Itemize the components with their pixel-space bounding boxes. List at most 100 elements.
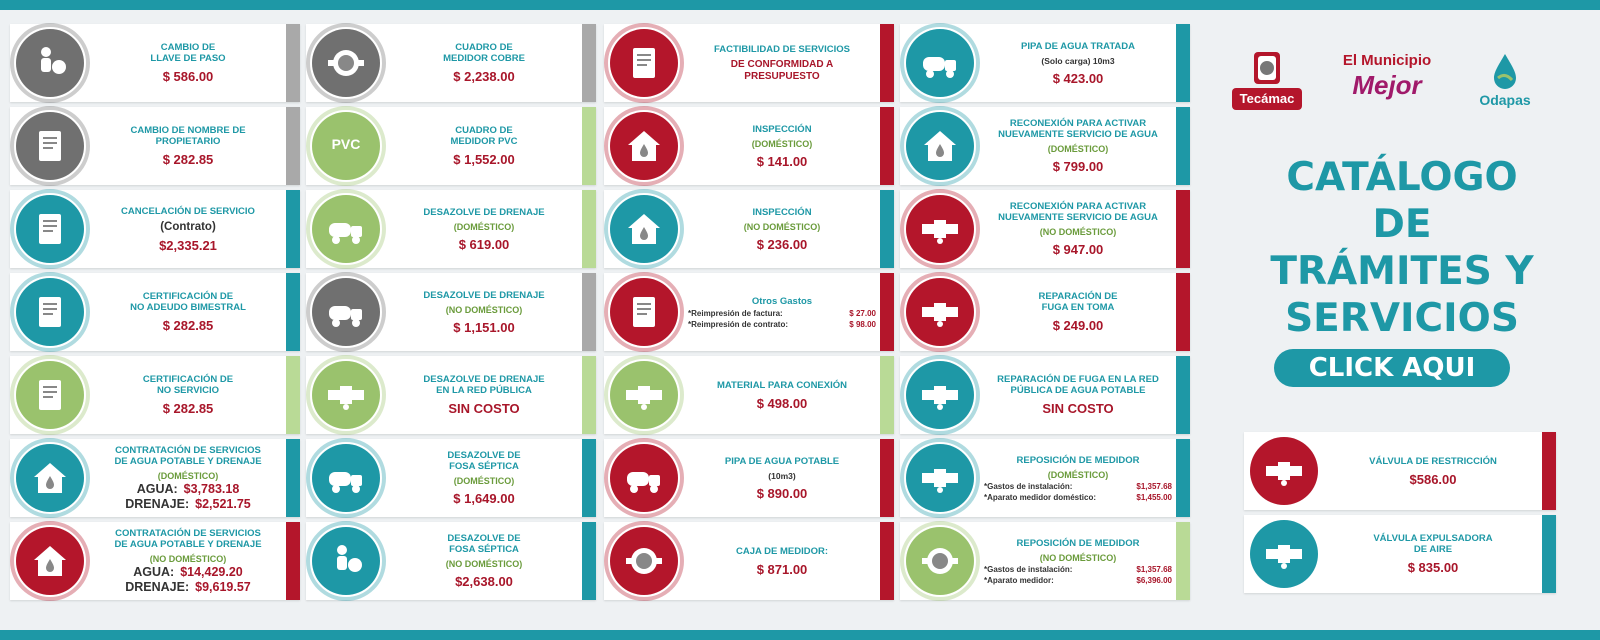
service-card[interactable]: DESAZOLVE DE FOSA SÉPTICA (DOMÉSTICO) $ 1,… (306, 438, 596, 518)
cost-value: $ 98.00 (849, 319, 876, 329)
pair-value: $2,521.75 (195, 497, 251, 511)
service-title: DESAZOLVE DE FOSA SÉPTICA (447, 533, 521, 555)
service-card[interactable]: CAMBIO DE NOMBRE DE PROPIETARIO $ 282.85 (10, 106, 300, 186)
card-text: VÁLVULA EXPULSADORA DE AIRE $ 835.00 (1328, 515, 1538, 593)
service-card[interactable]: REPOSICIÓN DE MEDIDOR (DOMÉSTICO) *Gastos … (900, 438, 1190, 518)
service-card[interactable]: DESAZOLVE DE FOSA SÉPTICA (NO DOMÉSTICO) $… (306, 521, 596, 601)
service-title: CERTIFICACIÓN DE NO ADEUDO BIMESTRAL (130, 291, 246, 313)
service-card[interactable]: DESAZOLVE DE DRENAJE EN LA RED PÚBLICA SI… (306, 355, 596, 435)
pair-label: DRENAJE: (125, 497, 190, 511)
cost-line: *Reimpresión de contrato: $ 98.00 (688, 320, 876, 329)
service-card[interactable]: RECONEXIÓN PARA ACTIVAR NUEVAMENTE SERVI… (900, 189, 1190, 269)
icon-ring (10, 23, 90, 103)
card-color-stripe (582, 439, 596, 517)
wrench-worker-icon (16, 29, 84, 97)
service-card[interactable]: CERTIFICACIÓN DE NO SERVICIO $ 282.85 (10, 355, 300, 435)
store-icon (610, 195, 678, 263)
service-title: CAJA DE MEDIDOR: (735, 545, 828, 557)
service-card[interactable]: PIPA DE AGUA TRATADA (Solo carga) 10m3 $ 4… (900, 23, 1190, 103)
icon-ring (604, 23, 684, 103)
card-color-stripe (286, 439, 300, 517)
public-drain-icon (312, 361, 380, 429)
card-color-stripe (880, 273, 894, 351)
card-color-stripe (1542, 432, 1556, 510)
catalog-title: CATÁLOGO DE TRÁMITES Y SERVICIOS (1270, 155, 1534, 341)
service-card[interactable]: Otros Gastos *Reimpresión de factura: $ 27… (604, 272, 894, 352)
service-card[interactable]: REPARACIÓN DE FUGA EN TOMA $ 249.00 (900, 272, 1190, 352)
service-card[interactable]: CONTRATACIÓN DE SERVICIOS DE AGUA POTABL… (10, 521, 300, 601)
service-card[interactable]: CONTRATACIÓN DE SERVICIOS DE AGUA POTABL… (10, 438, 300, 518)
card-color-stripe (1176, 273, 1190, 351)
service-price: $2,335.21 (159, 237, 217, 253)
click-here-button[interactable]: CLICK AQUI (1274, 349, 1510, 387)
service-price: $ 1,552.00 (453, 152, 515, 167)
cost-label: *Gastos de instalación: (984, 481, 1073, 491)
icon-ring (306, 355, 386, 435)
meter-box-icon (610, 527, 678, 595)
icon-ring (604, 106, 684, 186)
service-card[interactable]: CERTIFICACIÓN DE NO ADEUDO BIMESTRAL $ 28… (10, 272, 300, 352)
card-text: DESAZOLVE DE DRENAJE (DOMÉSTICO) $ 619.00 (390, 190, 578, 268)
service-card[interactable]: REPARACIÓN DE FUGA EN LA RED PÚBLICA DE … (900, 355, 1190, 435)
service-subtitle: (NO DOMÉSTICO) (445, 304, 523, 315)
document-water-icon (610, 29, 678, 97)
copper-meter-icon (312, 29, 380, 97)
air-valve-worker-icon (1250, 520, 1318, 588)
service-price: $ 423.00 (1052, 70, 1104, 86)
service-card[interactable]: VÁLVULA EXPULSADORA DE AIRE $ 835.00 (1244, 515, 1556, 593)
icon-ring (900, 272, 980, 352)
service-price: $ 282.85 (162, 318, 214, 333)
card-color-stripe (880, 107, 894, 185)
service-card[interactable]: CUADRO DE MEDIDOR COBRE $ 2,238.00 (306, 23, 596, 103)
service-subtitle: (NO DOMÉSTICO) (149, 554, 227, 564)
card-text: REPOSICIÓN DE MEDIDOR (DOMÉSTICO) *Gastos … (984, 439, 1172, 517)
document-person-icon (16, 112, 84, 180)
service-card[interactable]: VÁLVULA DE RESTRICCIÓN $586.00 (1244, 432, 1556, 510)
service-price: $ 619.00 (458, 236, 510, 252)
icon-ring (10, 106, 90, 186)
card-text: RECONEXIÓN PARA ACTIVAR NUEVAMENTE SERVI… (984, 107, 1172, 185)
service-card[interactable]: DESAZOLVE DE DRENAJE (NO DOMÉSTICO) $ 1,15… (306, 272, 596, 352)
service-price: $586.00 (1409, 471, 1457, 487)
pipe-leak-icon (906, 278, 974, 346)
card-text: RECONEXIÓN PARA ACTIVAR NUEVAMENTE SERVI… (984, 190, 1172, 268)
cost-label: *Aparato medidor doméstico: (984, 492, 1097, 502)
service-card[interactable]: PIPA DE AGUA POTABLE (10m3) $ 890.00 (604, 438, 894, 518)
cost-label: *Aparato medidor: (984, 575, 1054, 585)
service-subtitle: (NO DOMÉSTICO) (445, 559, 523, 569)
pair-label: AGUA: (133, 565, 175, 579)
service-card[interactable]: INSPECCIÓN (DOMÉSTICO) $ 141.00 (604, 106, 894, 186)
tanker-truck-icon (312, 278, 380, 346)
service-card[interactable]: PVC CUADRO DE MEDIDOR PVC $ 1,552.00 (306, 106, 596, 186)
service-title: PIPA DE AGUA TRATADA (1021, 40, 1135, 52)
service-card[interactable]: CAJA DE MEDIDOR: $ 871.00 (604, 521, 894, 601)
service-title: RECONEXIÓN PARA ACTIVAR NUEVAMENTE SERVI… (998, 118, 1158, 140)
service-card[interactable]: INSPECCIÓN (NO DOMÉSTICO) $ 236.00 (604, 189, 894, 269)
icon-ring (306, 106, 386, 186)
card-text: DESAZOLVE DE FOSA SÉPTICA (DOMÉSTICO) $ 1,… (390, 439, 578, 517)
card-color-stripe (286, 273, 300, 351)
service-card[interactable]: CANCELACIÓN DE SERVICIO (Contrato) $2,335.… (10, 189, 300, 269)
service-card[interactable]: RECONEXIÓN PARA ACTIVAR NUEVAMENTE SERVI… (900, 106, 1190, 186)
service-title: VÁLVULA DE RESTRICCIÓN (1369, 455, 1497, 467)
service-title: REPOSICIÓN DE MEDIDOR (1016, 454, 1140, 466)
card-color-stripe (286, 522, 300, 600)
service-card[interactable]: CAMBIO DE LLAVE DE PASO $ 586.00 (10, 23, 300, 103)
icon-ring (306, 521, 386, 601)
service-card[interactable]: DESAZOLVE DE DRENAJE (DOMÉSTICO) $ 619.00 (306, 189, 596, 269)
service-card[interactable]: FACTIBILIDAD DE SERVICIOS DE CONFORMIDAD … (604, 23, 894, 103)
card-text: DESAZOLVE DE DRENAJE EN LA RED PÚBLICA SI… (390, 356, 578, 434)
service-price: $ 282.85 (162, 152, 214, 167)
card-color-stripe (1176, 439, 1190, 517)
cost-value: $1,357.68 (1136, 481, 1172, 491)
service-subtitle: (NO DOMÉSTICO) (743, 221, 821, 232)
card-text: Otros Gastos *Reimpresión de factura: $ 27… (688, 273, 876, 351)
service-price: $2,638.00 (455, 574, 513, 589)
service-card[interactable]: REPOSICIÓN DE MEDIDOR (NO DOMÉSTICO) *Gast… (900, 521, 1190, 601)
tecamac-logo: Tecámac (1232, 52, 1302, 112)
service-title: MATERIAL PARA CONEXIÓN (716, 379, 847, 391)
card-text: PIPA DE AGUA POTABLE (10m3) $ 890.00 (688, 439, 876, 517)
icon-ring (306, 189, 386, 269)
service-card[interactable]: MATERIAL PARA CONEXIÓN $ 498.00 (604, 355, 894, 435)
service-title: FACTIBILIDAD DE SERVICIOS (713, 43, 850, 55)
